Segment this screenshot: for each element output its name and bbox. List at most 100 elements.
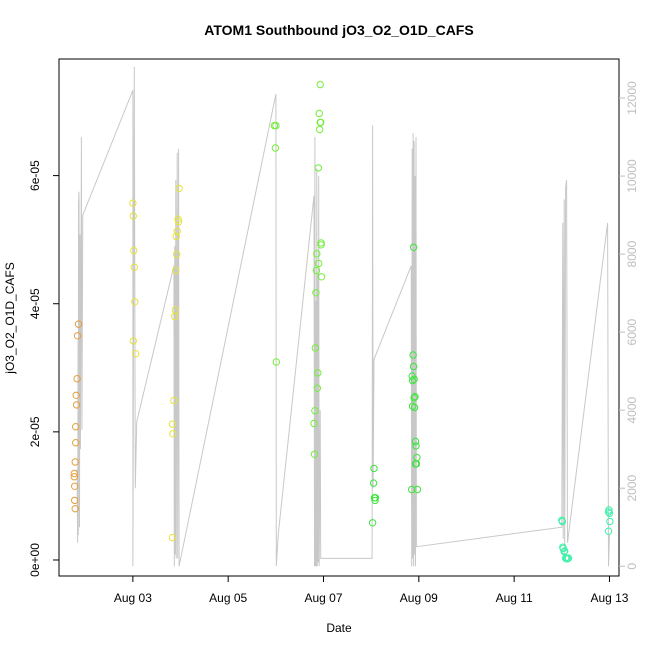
data-point <box>173 227 181 236</box>
data-point <box>311 344 320 352</box>
data-point <box>72 401 81 409</box>
chart-title: ATOM1 Southbound jO3_O2_O1D_CAFS <box>204 22 473 38</box>
data-point <box>171 306 180 314</box>
data-point <box>317 239 325 247</box>
x-tick-label: Aug 05 <box>209 591 247 605</box>
data-point <box>129 212 138 220</box>
data-point <box>410 394 418 402</box>
x-tick-label: Aug 07 <box>304 591 342 605</box>
data-point <box>315 259 323 268</box>
data-point <box>71 458 79 466</box>
data-point <box>371 496 379 505</box>
data-point <box>172 232 180 241</box>
data-point <box>310 450 319 458</box>
data-point <box>71 496 79 505</box>
y-axis-label: jO3_O2_O1D_CAFS <box>3 262 17 374</box>
data-point <box>130 263 139 271</box>
x-tick-label: Aug 13 <box>590 591 628 605</box>
data-point <box>369 479 378 487</box>
y2-tick-label: 10000 <box>625 159 639 193</box>
data-point <box>272 358 280 366</box>
x-tick-label: Aug 11 <box>496 591 533 605</box>
data-point <box>371 494 380 502</box>
data-point <box>411 392 419 401</box>
data-point <box>411 437 420 446</box>
data-point <box>168 533 177 542</box>
secondary-axis-trace <box>76 66 610 567</box>
series-0 <box>70 320 83 513</box>
data-point <box>73 332 82 340</box>
data-point <box>72 391 80 399</box>
y-tick-label: 4e-05 <box>28 288 42 319</box>
x-tick-label: Aug 09 <box>400 591 438 605</box>
data-point <box>170 396 178 405</box>
data-point <box>129 199 137 207</box>
data-point <box>409 351 417 359</box>
data-point <box>312 289 320 297</box>
data-point <box>410 375 418 383</box>
data-point <box>172 266 180 275</box>
data-point <box>174 218 183 226</box>
y2-tick-label: 8000 <box>625 240 639 267</box>
data-point <box>408 376 417 385</box>
series-2 <box>270 80 326 458</box>
data-point <box>370 464 378 473</box>
data-point <box>74 320 83 328</box>
data-point <box>316 125 324 134</box>
y-axis-right: 0 2000 4000 6000 8000 10000 12000 <box>619 81 639 570</box>
y2-tick-label: 4000 <box>625 396 639 423</box>
data-point <box>70 469 79 478</box>
data-point <box>314 369 322 377</box>
y2-tick-label: 0 <box>625 563 639 570</box>
y2-tick-label: 2000 <box>625 475 639 502</box>
y-axis-left: 0e+00 2e-05 4e-05 6e-05 <box>28 160 59 577</box>
series-1 <box>129 184 183 542</box>
data-point <box>605 506 613 514</box>
data-point <box>132 350 140 358</box>
data-point <box>413 453 421 462</box>
data-point <box>408 402 417 410</box>
data-point <box>130 246 138 255</box>
data-point <box>412 442 420 450</box>
series-3 <box>368 243 422 527</box>
data-point <box>169 430 177 438</box>
data-point <box>317 273 326 281</box>
data-point <box>605 509 614 517</box>
data-point <box>409 362 418 371</box>
data-point <box>604 527 613 535</box>
plot-border <box>58 58 620 577</box>
data-point <box>314 164 322 172</box>
y2-tick-label: 12000 <box>625 81 639 115</box>
data-point <box>70 473 79 481</box>
data-point <box>558 517 566 526</box>
y2-tick-label: 6000 <box>625 318 639 345</box>
data-point <box>72 423 80 431</box>
data-point <box>175 184 183 193</box>
y-tick-label: 0e+00 <box>28 543 42 577</box>
x-tick-label: Aug 03 <box>114 591 152 605</box>
data-point <box>173 250 181 259</box>
data-point <box>316 80 324 89</box>
data-point <box>131 298 139 306</box>
data-point <box>71 505 79 513</box>
data-point <box>312 266 321 275</box>
data-point <box>129 337 138 345</box>
data-point <box>272 121 280 130</box>
data-point <box>413 485 422 494</box>
data-point <box>368 519 377 527</box>
data-point <box>73 375 81 383</box>
data-point <box>313 250 321 258</box>
data-point <box>270 121 279 130</box>
data-point <box>561 547 569 555</box>
series-4 <box>558 506 614 563</box>
data-point <box>310 419 318 428</box>
data-point <box>564 554 573 562</box>
data-point <box>311 407 319 415</box>
data-point <box>71 482 79 490</box>
data-point <box>315 109 323 118</box>
data-point <box>72 439 80 447</box>
x-axis: Aug 03 Aug 05 Aug 07 Aug 09 Aug 11 Aug 13 <box>114 576 629 605</box>
x-axis-label: Date <box>326 621 352 635</box>
data-point <box>313 384 321 392</box>
